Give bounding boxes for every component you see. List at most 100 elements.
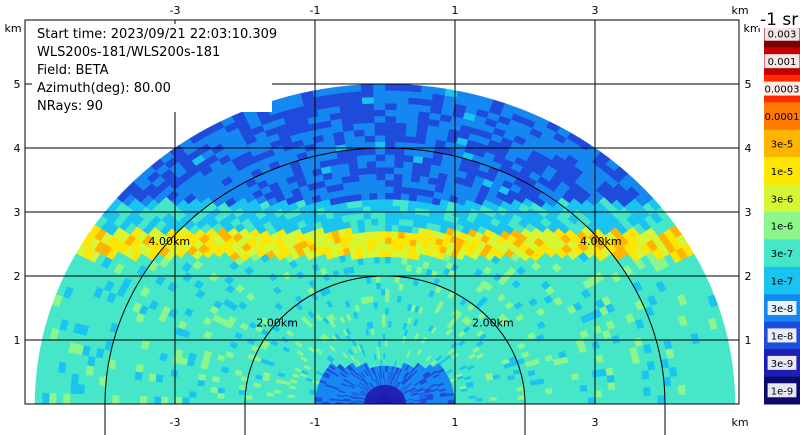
heatmap-cell — [400, 263, 407, 272]
info-line: WLS200s-181/WLS200s-181 — [37, 45, 220, 60]
heatmap-cell — [113, 369, 122, 379]
y-tick-label: 1 — [745, 334, 752, 347]
heatmap-cell — [401, 173, 412, 182]
heatmap-cell — [380, 288, 386, 296]
heatmap-cell — [104, 394, 113, 404]
colorbar-unit-label: -1 sr — [760, 10, 798, 30]
heatmap-cell — [162, 368, 172, 377]
heatmap-cell — [196, 385, 205, 393]
colorbar-label: 0.003 — [768, 30, 797, 41]
heatmap-cell — [352, 193, 362, 202]
heatmap-cell — [346, 155, 358, 164]
heatmap-cell — [355, 212, 365, 221]
heatmap-cell — [387, 320, 392, 328]
heatmap-cell — [370, 276, 376, 284]
heatmap-cell — [587, 397, 596, 404]
colorbar-label: 0.0003 — [765, 85, 800, 96]
heatmap-cell — [90, 394, 99, 404]
heatmap-cell — [384, 96, 397, 104]
heatmap-cell — [396, 96, 409, 105]
heatmap-cell — [400, 257, 408, 265]
heatmap-cell — [83, 394, 92, 404]
heatmap-cell — [621, 380, 630, 390]
colorbar-label: 3e-8 — [771, 304, 794, 315]
heatmap-cell — [384, 115, 397, 123]
y-tick-label: 4 — [745, 142, 752, 155]
heatmap-cell — [384, 147, 396, 155]
heatmap-cell — [384, 359, 387, 366]
heatmap-cell — [368, 263, 375, 271]
heatmap-cell — [126, 378, 135, 389]
heatmap-cell — [395, 250, 403, 258]
heatmap-cell — [396, 83, 410, 92]
heatmap-cell — [360, 90, 374, 98]
heatmap-cell — [384, 307, 389, 315]
heatmap-cell — [671, 384, 680, 396]
heatmap-cell — [384, 294, 390, 302]
heatmap-cell — [411, 226, 420, 235]
heatmap-cell — [181, 397, 190, 404]
heatmap-cell — [265, 399, 274, 404]
heatmap-cell — [183, 371, 193, 380]
heatmap-cell — [182, 377, 192, 386]
heatmap-cell — [380, 282, 386, 290]
heatmap-cell — [594, 389, 603, 398]
heatmap-cell — [374, 134, 386, 143]
heatmap-cell — [377, 211, 386, 219]
colorbar-label: 3e-7 — [771, 249, 794, 260]
heatmap-cell — [393, 179, 403, 188]
heatmap-cell — [375, 154, 386, 162]
heatmap-cell — [627, 371, 636, 381]
heatmap-cell — [384, 320, 389, 328]
heatmap-cell — [406, 206, 416, 215]
heatmap-cell — [384, 237, 392, 245]
heatmap-cell — [685, 393, 694, 404]
heatmap-cell — [629, 395, 638, 404]
heatmap-cell — [379, 262, 386, 270]
heatmap-cell — [380, 301, 386, 309]
heatmap-cell — [537, 388, 546, 395]
heatmap-cell — [364, 224, 373, 233]
heatmap-cell — [384, 352, 388, 360]
heatmap-cell — [358, 173, 369, 182]
heatmap-cell — [384, 211, 393, 219]
heatmap-cell — [594, 396, 603, 404]
heatmap-cell — [705, 382, 715, 394]
heatmap-cell — [356, 154, 367, 163]
heatmap-cell — [373, 250, 380, 258]
axis-unit-label: km — [731, 4, 748, 17]
heatmap-cell — [635, 378, 644, 389]
heatmap-cell — [395, 109, 408, 117]
heatmap-cell — [614, 381, 623, 390]
heatmap-cell — [384, 301, 390, 309]
heatmap-cell — [140, 380, 149, 390]
heatmap-cell — [390, 256, 397, 264]
heatmap-cell — [348, 84, 362, 93]
heatmap-cell — [394, 147, 405, 156]
heatmap-cell — [566, 391, 575, 399]
heatmap-cell — [408, 245, 416, 253]
heatmap-cell — [622, 395, 631, 404]
heatmap-cell — [489, 400, 498, 404]
range-ring-label: 4.00km — [148, 235, 190, 248]
heatmap-cell — [381, 327, 386, 334]
colorbar-label: 1e-8 — [771, 331, 794, 342]
heatmap-cell — [538, 393, 547, 400]
heatmap-cell — [393, 282, 400, 290]
range-ring-tail — [104, 404, 666, 435]
heatmap-cell — [551, 387, 560, 394]
heatmap-cell — [384, 83, 398, 91]
heatmap-cell — [56, 372, 66, 384]
heatmap-cell — [524, 399, 533, 404]
heatmap-cell — [691, 383, 701, 395]
heatmap-cell — [174, 397, 183, 404]
heatmap-cell — [111, 386, 120, 396]
heatmap-cell — [204, 374, 213, 382]
heatmap-cell — [359, 186, 370, 195]
heatmap-cell — [273, 393, 281, 398]
heatmap-cell — [391, 231, 399, 239]
heatmap-cell — [223, 398, 232, 404]
heatmap-cell — [161, 375, 171, 384]
heatmap-cell — [400, 193, 410, 201]
heatmap-cell — [579, 384, 588, 392]
